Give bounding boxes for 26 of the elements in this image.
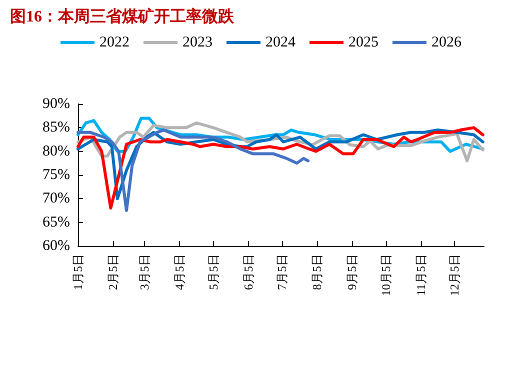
legend-label: 2023 bbox=[182, 34, 212, 50]
y-tick-label: 60% bbox=[42, 238, 70, 254]
x-tick-label: 4月5日 bbox=[172, 254, 186, 290]
x-tick-label: 7月5日 bbox=[275, 254, 290, 290]
x-tick-label: 1月5日 bbox=[71, 254, 85, 290]
x-tick-label: 11月5日 bbox=[414, 254, 428, 296]
y-tick-label: 85% bbox=[42, 120, 70, 136]
y-tick-label: 70% bbox=[42, 190, 70, 207]
x-tick-label: 2月5日 bbox=[106, 254, 120, 290]
y-tick-label: 75% bbox=[42, 167, 70, 183]
y-tick-label: 80% bbox=[42, 143, 70, 160]
x-tick-label: 12月5日 bbox=[448, 254, 462, 296]
legend-label: 2025 bbox=[348, 34, 378, 50]
legend-label: 2026 bbox=[432, 34, 462, 50]
y-tick-label: 90% bbox=[42, 96, 70, 112]
x-tick-label: 10月5日 bbox=[378, 254, 393, 296]
legend-label: 2024 bbox=[266, 34, 296, 50]
line-series bbox=[76, 128, 310, 212]
x-tick-label: 5月5日 bbox=[206, 254, 220, 290]
x-tick-label: 8月5日 bbox=[310, 254, 324, 290]
chart-title: 图16：本周三省煤矿开工率微跌 bbox=[10, 6, 235, 26]
y-tick-label: 65% bbox=[42, 214, 70, 230]
legend-label: 2022 bbox=[100, 34, 130, 50]
x-tick-label: 3月5日 bbox=[138, 254, 152, 290]
x-tick-label: 9月5日 bbox=[345, 254, 360, 290]
x-tick-label: 6月5日 bbox=[241, 254, 256, 290]
